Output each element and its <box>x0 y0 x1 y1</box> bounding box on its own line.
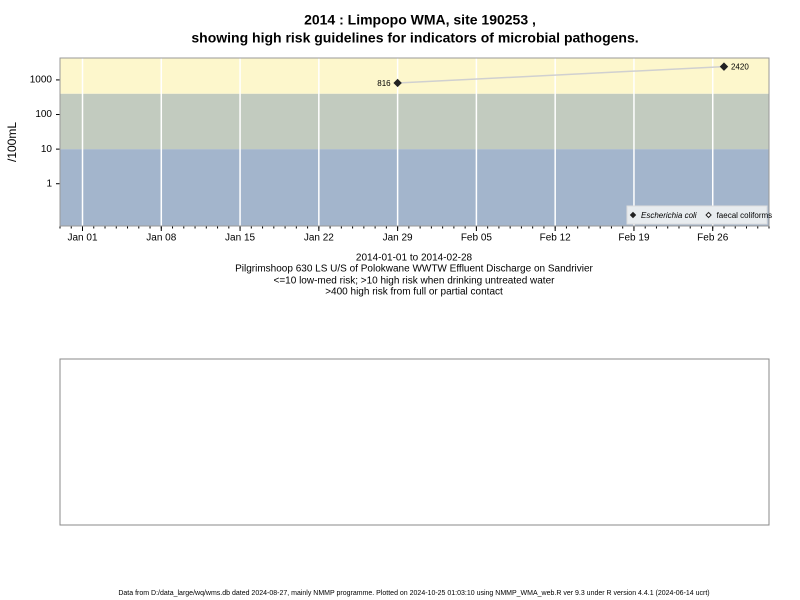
y-tick-label: 1000 <box>30 75 53 86</box>
x-tick-label: Feb 12 <box>540 233 572 244</box>
chart-title: showing high risk guidelines for indicat… <box>191 30 638 46</box>
x-tick-label: Feb 26 <box>697 233 729 244</box>
plot-frame <box>59 57 770 227</box>
y-tick-label: 10 <box>41 144 53 155</box>
data-label: 2420 <box>731 63 749 72</box>
x-tick-label: Feb 05 <box>461 233 493 244</box>
x-tick-label: Feb 19 <box>618 233 650 244</box>
x-tick-label: Jan 15 <box>225 233 255 244</box>
series-line <box>397 65 725 84</box>
x-tick-label: Jan 08 <box>146 233 176 244</box>
y-tick-label: 100 <box>35 109 52 120</box>
subtitle: <=10 low-med risk; >10 high risk when dr… <box>274 276 556 287</box>
y-tick-label: 1 <box>46 178 52 189</box>
data-point <box>719 62 729 71</box>
subtitle: Pilgrimshoop 630 LS U/S of Polokwane WWT… <box>235 264 593 275</box>
x-tick-label: Jan 01 <box>67 233 97 244</box>
subtitle: 2014-01-01 to 2014-02-28 <box>356 253 473 264</box>
y-axis-label: /100mL <box>5 122 19 162</box>
data-point <box>393 78 402 88</box>
x-tick-label: Jan 29 <box>383 233 413 244</box>
risk-band <box>60 58 769 94</box>
chart-title: 2014 : Limpopo WMA, site 190253 , <box>304 12 536 28</box>
risk-band <box>60 93 769 150</box>
legend-label: Escherichia coli <box>641 211 697 220</box>
legend-label: faecal coliforms <box>717 211 773 220</box>
legend-marker <box>705 211 712 219</box>
subtitle: >400 high risk from full or partial cont… <box>325 287 503 298</box>
data-label: 816 <box>377 79 391 88</box>
x-tick-label: Jan 22 <box>304 233 334 244</box>
footer: Data from D:/data_large/wq/wms.db dated … <box>118 590 709 597</box>
legend-box <box>626 205 768 225</box>
legend-marker <box>629 211 637 219</box>
empty-panel <box>59 358 770 526</box>
